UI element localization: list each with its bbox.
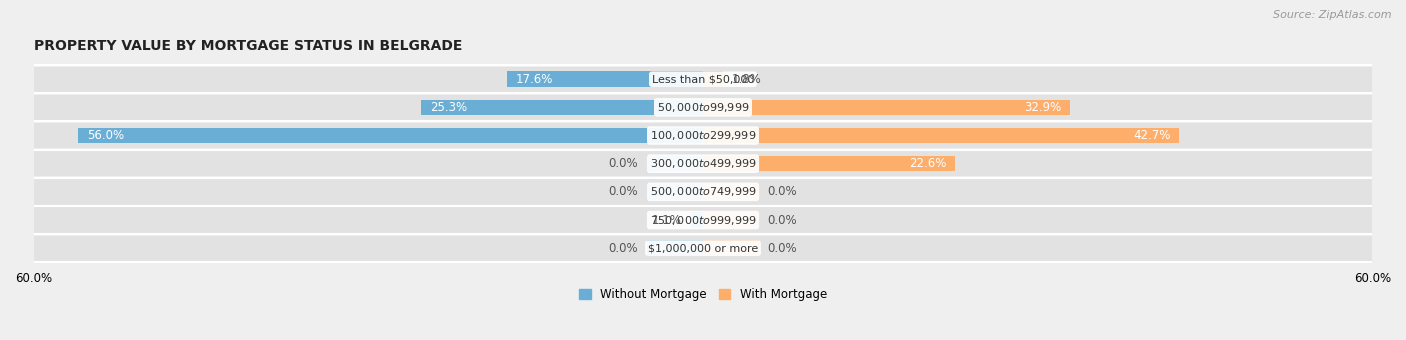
Text: $50,000 to $99,999: $50,000 to $99,999 — [657, 101, 749, 114]
Bar — [690, 212, 703, 228]
Text: Source: ZipAtlas.com: Source: ZipAtlas.com — [1274, 10, 1392, 20]
Bar — [703, 128, 1180, 143]
Bar — [34, 67, 1372, 92]
Text: $100,000 to $299,999: $100,000 to $299,999 — [650, 129, 756, 142]
Text: $500,000 to $749,999: $500,000 to $749,999 — [650, 185, 756, 198]
Text: 0.0%: 0.0% — [768, 242, 797, 255]
Bar — [647, 240, 703, 256]
Bar — [703, 212, 759, 228]
Text: 0.0%: 0.0% — [609, 242, 638, 255]
Text: 1.8%: 1.8% — [733, 73, 762, 86]
Text: 0.0%: 0.0% — [609, 157, 638, 170]
Bar — [34, 151, 1372, 176]
Bar — [34, 123, 1372, 148]
Bar — [420, 100, 703, 115]
Bar — [34, 236, 1372, 261]
Bar — [703, 156, 955, 171]
Text: 22.6%: 22.6% — [908, 157, 946, 170]
Bar — [34, 179, 1372, 205]
Bar — [647, 184, 703, 200]
Text: 0.0%: 0.0% — [768, 185, 797, 198]
Bar — [34, 207, 1372, 233]
Bar — [34, 95, 1372, 120]
Bar — [703, 184, 759, 200]
Text: 17.6%: 17.6% — [516, 73, 553, 86]
Bar — [703, 100, 1070, 115]
Bar — [506, 71, 703, 87]
Text: $750,000 to $999,999: $750,000 to $999,999 — [650, 214, 756, 226]
Text: PROPERTY VALUE BY MORTGAGE STATUS IN BELGRADE: PROPERTY VALUE BY MORTGAGE STATUS IN BEL… — [34, 39, 463, 53]
Text: 42.7%: 42.7% — [1133, 129, 1170, 142]
Text: $1,000,000 or more: $1,000,000 or more — [648, 243, 758, 253]
Bar — [647, 156, 703, 171]
Text: 0.0%: 0.0% — [768, 214, 797, 226]
Text: $300,000 to $499,999: $300,000 to $499,999 — [650, 157, 756, 170]
Legend: Without Mortgage, With Mortgage: Without Mortgage, With Mortgage — [574, 284, 832, 306]
Text: 1.1%: 1.1% — [652, 214, 682, 226]
Text: Less than $50,000: Less than $50,000 — [652, 74, 754, 84]
Text: 0.0%: 0.0% — [609, 185, 638, 198]
Text: 56.0%: 56.0% — [87, 129, 124, 142]
Text: 32.9%: 32.9% — [1024, 101, 1062, 114]
Text: 25.3%: 25.3% — [430, 101, 467, 114]
Bar — [703, 240, 759, 256]
Bar — [703, 71, 723, 87]
Bar — [79, 128, 703, 143]
